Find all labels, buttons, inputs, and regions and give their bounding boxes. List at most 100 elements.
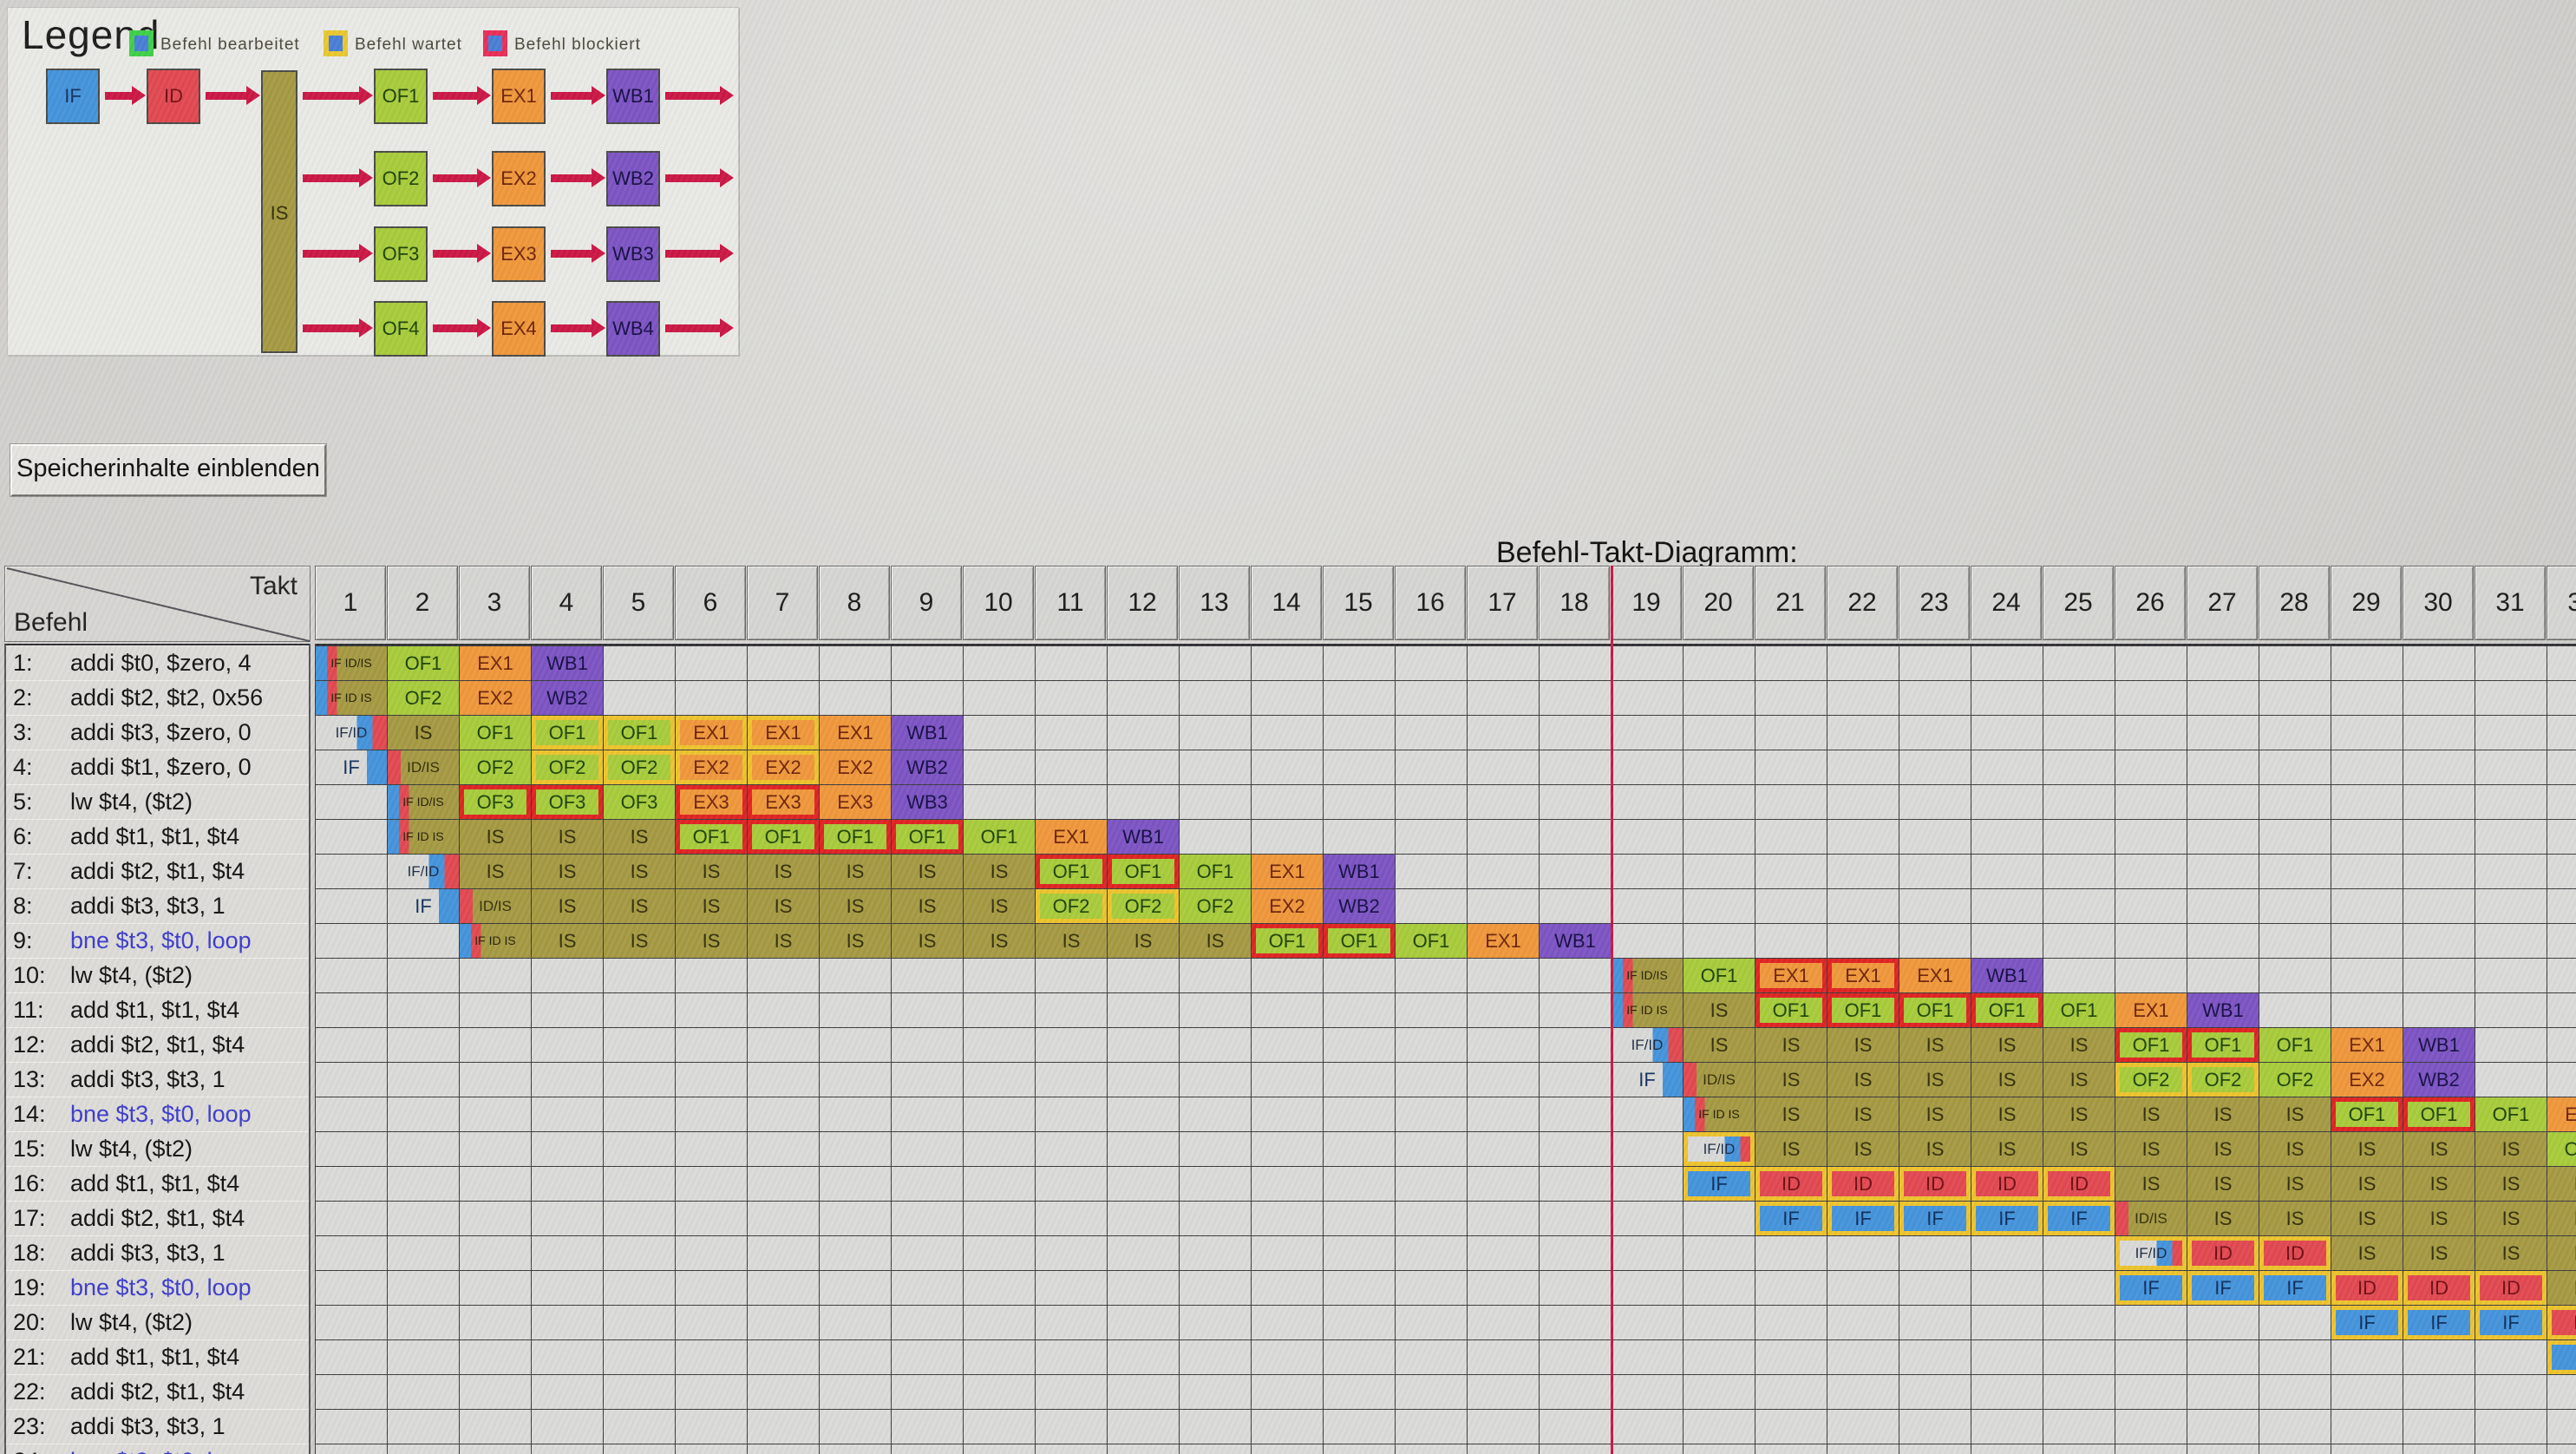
instruction-number: 9:	[13, 927, 33, 953]
instruction-text: lw $t4, ($t2)	[70, 962, 193, 988]
takt-column-header: 21	[1755, 566, 1826, 640]
instruction-row: 15: lw $t4, ($t2)	[6, 1131, 309, 1167]
instruction-text: addi $t2, $t1, $t4	[70, 858, 245, 884]
stage-cell-of2: OF2	[604, 750, 675, 784]
stage-cell-if-id: IF/ID	[2115, 1236, 2187, 1270]
instruction-row: 2: addi $t2, $t2, 0x56	[6, 680, 309, 716]
takt-column-header: 20	[1683, 566, 1754, 640]
stage-cell-if: IF	[2259, 1271, 2331, 1305]
instruction-text: addi $t3, $zero, 0	[70, 719, 252, 745]
takt-column-header: 19	[1611, 566, 1682, 640]
takt-column-header: 24	[1971, 566, 2042, 640]
instruction-row: 21: add $t1, $t1, $t4	[6, 1339, 309, 1375]
stage-cell-if: IF	[2403, 1306, 2475, 1339]
stage-cell-of1: OF1	[388, 646, 459, 680]
stage-cell-is: IS	[964, 855, 1035, 888]
stage-cell-if-id-is: IF ID IS	[316, 681, 387, 715]
takt-column-header: 11	[1035, 566, 1106, 640]
flow-arrow	[433, 86, 491, 105]
takt-column-header: 13	[1179, 566, 1250, 640]
stage-cell-is: IS	[2475, 1202, 2547, 1235]
instruction-list: 1: addi $t0, $zero, 4 2: addi $t2, $t2, 0x5…	[4, 644, 311, 1454]
instruction-row: 10: lw $t4, ($t2)	[6, 958, 309, 993]
instruction-number: 11:	[13, 997, 44, 1023]
stage-cell-is: IS	[1971, 1097, 2043, 1131]
flow-box-ex3: EX3	[492, 226, 546, 282]
stage-cell-is: IS	[1755, 1132, 1827, 1166]
flow-arrow	[303, 318, 373, 337]
instruction-text: addi $t2, $t2, 0x56	[70, 684, 264, 711]
stage-cell-is: IS	[1108, 924, 1179, 958]
instruction-text: bne $t3, $t0, loop	[70, 927, 252, 953]
stage-cell-of1: OF1	[748, 820, 819, 854]
stage-cell-of1: OF1	[1108, 855, 1179, 888]
stage-cell-is: IS	[964, 889, 1035, 923]
instruction-row: 1: addi $t0, $zero, 4	[6, 645, 309, 681]
stage-cell-is: IS	[676, 889, 747, 923]
stage-cell-of1: OF1	[1036, 855, 1107, 888]
stage-cell-of1: OF1	[820, 820, 891, 854]
stage-cell-is: IS	[2403, 1132, 2475, 1166]
stage-cell-id: ID	[1755, 1167, 1827, 1201]
stage-cell-wb2: WB2	[1324, 889, 1395, 923]
instruction-text: bne $t3, $t0, loop	[70, 1448, 252, 1454]
stage-cell-if-id-is: IF ID/IS	[316, 646, 387, 680]
stage-cell-is: IS	[1899, 1132, 1971, 1166]
flow-arrow	[551, 318, 605, 337]
stage-cell-is: IS	[388, 716, 459, 750]
stage-cell-is: IS	[2187, 1202, 2259, 1235]
stage-cell-is: IS	[1827, 1028, 1899, 1062]
stage-cell-of1: OF1	[964, 820, 1035, 854]
stage-cell-is: IS	[1899, 1097, 1971, 1131]
flow-arrow	[303, 86, 373, 105]
stage-cell-id-is: ID/IS	[388, 750, 459, 784]
instruction-text: addi $t1, $zero, 0	[70, 754, 252, 780]
instruction-number: 1:	[13, 650, 33, 676]
instruction-number: 16:	[13, 1170, 46, 1196]
instruction-number: 21:	[13, 1344, 46, 1370]
stage-cell-wb1: WB1	[532, 646, 603, 680]
instruction-row: 18: addi $t3, $t3, 1	[6, 1235, 309, 1271]
instruction-row: 22: addi $t2, $t1, $t4	[6, 1374, 309, 1410]
stage-cell-is: IS	[1755, 1097, 1827, 1131]
flow-arrow	[105, 86, 146, 105]
takt-column-header: 3	[459, 566, 530, 640]
instruction-row: 7: addi $t2, $t1, $t4	[6, 854, 309, 889]
instruction-number: 10:	[13, 962, 46, 988]
takt-column-header: 25	[2043, 566, 2114, 640]
flow-arrow	[665, 244, 734, 263]
stage-cell-of2: OF2	[2115, 1063, 2187, 1097]
instruction-row: 5: lw $t4, ($t2)	[6, 784, 309, 820]
instruction-row: 8: addi $t3, $t3, 1	[6, 888, 309, 924]
flow-box-wb3: WB3	[606, 226, 660, 282]
instruction-text: bne $t3, $t0, loop	[70, 1274, 252, 1300]
stage-cell-of2: OF2	[1108, 889, 1179, 923]
flow-arrow	[665, 86, 734, 105]
stage-cell-id: ID	[2403, 1271, 2475, 1305]
takt-column-header: 28	[2259, 566, 2330, 640]
takt-column-header: 31	[2475, 566, 2546, 640]
pipeline-cycle-grid: IF ID/IS OF1 EX1 WB1 IF ID IS OF2 EX2 WB2 IF/ID I…	[315, 644, 2576, 1454]
legend-chip-2	[324, 30, 348, 56]
stage-cell-id: ID	[1899, 1167, 1971, 1201]
stage-cell-ex1: EX1	[1827, 959, 1899, 992]
takt-column-header: 10	[963, 566, 1034, 640]
instruction-number: 15:	[13, 1136, 46, 1162]
takt-column-header: 2	[387, 566, 458, 640]
stage-cell-of1: OF1	[1396, 924, 1467, 958]
flow-box-of4: OF4	[374, 301, 428, 357]
stage-cell-of1: OF1	[2331, 1097, 2403, 1131]
show-memory-contents-button[interactable]: Speicherinhalte einblenden	[10, 443, 327, 497]
stage-cell-ex1: EX1	[2331, 1028, 2403, 1062]
stage-cell-id: ID	[2475, 1271, 2547, 1305]
flow-box-ex1: EX1	[492, 69, 546, 124]
stage-cell-id: ID	[2547, 1306, 2576, 1339]
takt-column-header: 18	[1539, 566, 1610, 640]
flow-arrow	[433, 244, 491, 263]
takt-column-header: 14	[1251, 566, 1322, 640]
stage-cell-is: IS	[460, 820, 531, 854]
legend-chip-3	[483, 30, 507, 56]
stage-cell-of3: OF3	[532, 785, 603, 819]
instruction-number: 24:	[6, 1444, 70, 1454]
stage-cell-wb1: WB1	[1540, 924, 1611, 958]
